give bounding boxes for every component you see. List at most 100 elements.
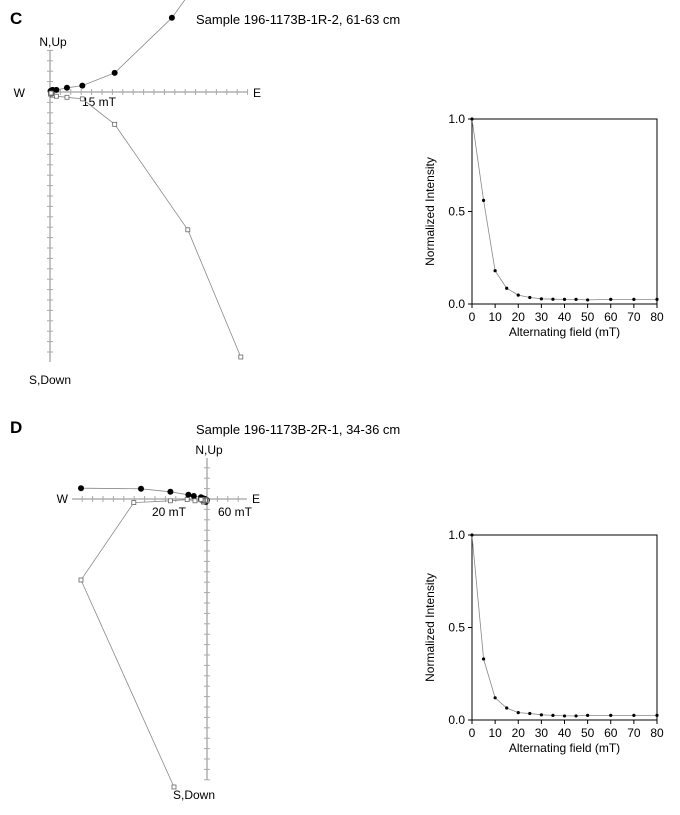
x-tick-label: 0: [469, 310, 476, 324]
intensity-decay-line: [471, 534, 657, 717]
vertical-projection-point: [185, 227, 191, 233]
step-annotation: 15 mT: [82, 95, 117, 109]
x-tick-label: 70: [627, 726, 641, 740]
y-tick-label: 0.0: [448, 297, 465, 311]
horizontal-projection-point: [79, 82, 86, 89]
direction-label-east: E: [252, 492, 260, 506]
vertical-projection-point: [238, 354, 244, 360]
intensity-data-point: [505, 286, 509, 290]
vertical-projection-point: [184, 497, 190, 503]
x-tick-label: 40: [558, 726, 572, 740]
panel-label-c: C: [10, 9, 22, 28]
y-axis-label: Normalized Intensity: [423, 573, 437, 682]
horizontal-projection-point: [190, 493, 197, 499]
intensity-data-point: [562, 297, 567, 301]
vertical-projection-point: [167, 498, 173, 504]
intensity-data-point: [528, 295, 532, 300]
x-axis-label: Alternating field (mT): [509, 325, 620, 339]
intensity-data-point: [574, 714, 578, 718]
x-tick-label: 30: [535, 726, 549, 740]
vertical-projection-point: [171, 784, 177, 790]
horizontal-projection-point: [138, 485, 144, 492]
intensity-data-point: [562, 714, 567, 718]
panel-label-d: D: [10, 418, 22, 437]
intensity-data-point: [609, 297, 613, 301]
plot-frame: [471, 118, 658, 305]
x-tick-label: 20: [512, 726, 526, 740]
intensity-data-point: [505, 706, 509, 710]
intensity-data-point: [551, 713, 555, 717]
direction-label-west: W: [14, 86, 26, 100]
intensity-data-point: [539, 297, 543, 301]
x-tick-label: 80: [650, 726, 664, 740]
vertical-projection-point: [198, 497, 204, 503]
x-axis-label: Alternating field (mT): [509, 741, 620, 755]
horizontal-projection-point: [63, 84, 70, 91]
y-tick-label: 0.5: [448, 621, 465, 635]
horizontal-projection-point: [167, 488, 174, 495]
zijderveld-c-title: Sample 196-1173B-1R-2, 61-63 cm: [196, 12, 400, 27]
direction-label-east: E: [253, 86, 261, 100]
intensity-decay-plot-c: 0 10 20 30 40 50 60 70 80 0.0 0.5 1.0 Alternating fi…: [423, 112, 664, 339]
intensity-data-point: [493, 696, 497, 700]
zijderveld-d-title: Sample 196-1173B-2R-1, 34-36 cm: [196, 422, 400, 437]
x-tick-label: 40: [558, 310, 572, 324]
y-tick-label: 0.5: [448, 205, 465, 219]
intensity-decay-line: [471, 118, 657, 301]
intensity-data-point: [632, 713, 636, 717]
direction-label-west: W: [57, 492, 69, 506]
direction-label-south: S,Down: [173, 788, 215, 802]
direction-label-south: S,Down: [29, 373, 71, 387]
intensity-data-point: [632, 297, 636, 301]
intensity-data-point: [516, 711, 520, 715]
vertical-projection-line: [80, 499, 209, 788]
vertical-projection-point: [112, 121, 118, 127]
y-tick-label: 1.0: [448, 112, 465, 126]
direction-label-north: N,Up: [39, 35, 67, 49]
direction-label-north: N,Up: [195, 443, 223, 457]
intensity-data-point: [470, 117, 474, 121]
intensity-data-point: [516, 293, 520, 297]
x-tick-label: 70: [627, 310, 641, 324]
x-tick-label: 30: [535, 310, 549, 324]
vertical-projection-point: [64, 94, 70, 100]
x-tick-label: 20: [512, 310, 526, 324]
horizontal-projection-point: [168, 14, 175, 21]
intensity-data-point: [586, 298, 590, 302]
x-tick-label: 0: [469, 726, 476, 740]
intensity-data-point: [655, 297, 659, 301]
y-tick-label: 0.0: [448, 713, 465, 727]
x-tick-label: 50: [581, 726, 595, 740]
vertical-projection-point: [78, 577, 84, 583]
intensity-data-point: [470, 533, 474, 537]
vertical-projection-point: [131, 500, 137, 506]
x-tick-label: 10: [488, 310, 502, 324]
intensity-data-point: [609, 713, 613, 717]
intensity-data-point: [539, 713, 543, 717]
vertical-projection-point: [48, 90, 54, 96]
intensity-data-point: [551, 297, 555, 301]
horizontal-projection-point: [111, 69, 118, 76]
intensity-data-point: [655, 713, 659, 717]
intensity-data-point: [493, 269, 497, 273]
step-annotation: 60 mT: [218, 505, 253, 519]
zijderveld-plot-d: N,Up S,Down W E 20 mT 60 mT: [57, 443, 260, 802]
horizontal-projection-point: [78, 485, 84, 492]
intensity-data-point: [481, 657, 486, 661]
x-tick-label: 50: [581, 310, 595, 324]
x-tick-label: 10: [488, 726, 502, 740]
plot-frame: [471, 534, 658, 721]
y-axis-label: Normalized Intensity: [423, 157, 437, 266]
intensity-data-point: [574, 297, 578, 301]
vertical-projection-point: [192, 498, 198, 504]
intensity-data-point: [528, 711, 532, 716]
vertical-projection-point: [79, 96, 85, 102]
y-tick-label: 1.0: [448, 528, 465, 542]
horizontal-projection-point: [185, 491, 192, 498]
intensity-decay-plot-d: 0 10 20 30 40 50 60 70 80 0.0 0.5 1.0 Alternating fi…: [423, 528, 664, 755]
x-tick-label: 60: [604, 310, 618, 324]
intensity-data-point: [586, 713, 590, 717]
x-tick-label: 80: [650, 310, 664, 324]
vertical-projection-line: [49, 92, 242, 358]
